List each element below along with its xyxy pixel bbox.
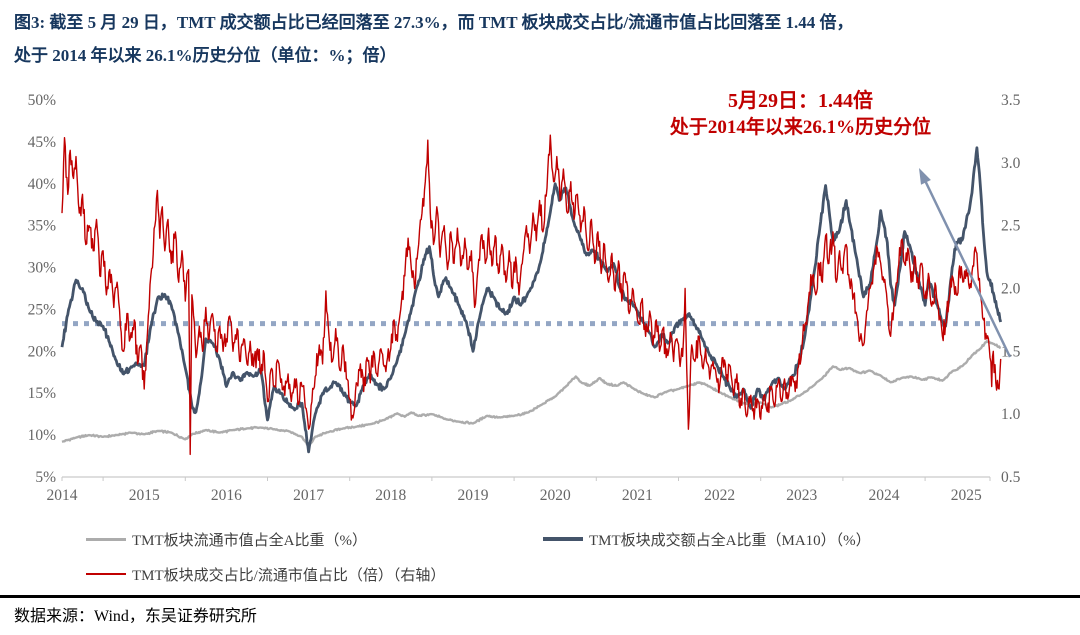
x-tick-label: 2017 [293,487,324,504]
left-tick-label: 50% [28,92,57,109]
x-tick-label: 2023 [786,487,817,504]
right-tick-label: 1.0 [1001,406,1021,423]
chart-legend: TMT板块流通市值占全A比重（%） TMT板块成交额占全A比重（MA10）（%）… [0,524,1080,592]
x-tick-label: 2024 [869,487,900,504]
legend-line-gray [86,537,126,541]
x-tick-label: 2015 [129,487,160,504]
trend-arrow-head [919,168,931,185]
legend-item-marketcap-share: TMT板块流通市值占全A比重（%） [86,528,367,550]
left-tick-label: 5% [35,469,56,486]
right-tick-label: 3.5 [1001,92,1021,109]
left-tick-label: 45% [28,134,57,151]
trend-arrow-line [922,176,1012,358]
legend-item-turnover-share: TMT板块成交额占全A比重（MA10）（%） [543,528,871,550]
x-tick-label: 2020 [540,487,571,504]
left-tick-label: 10% [28,427,57,444]
figure-title-line-2: 处于 2014 年以来 26.1%历史分位（单位：%；倍） [14,46,397,65]
right-tick-label: 3.0 [1001,155,1021,172]
figure-title: 图3: 截至 5 月 29 日，TMT 成交额占比已经回落至 27.3%，而 T… [14,6,1070,72]
x-tick-label: 2021 [622,487,653,504]
left-tick-label: 35% [28,218,57,235]
right-tick-label: 2.5 [1001,218,1021,235]
x-tick-label: 2014 [47,487,78,504]
annotation-percentile: 处于2014年以来26.1%历史分位 [669,117,932,138]
x-tick-label: 2022 [704,487,735,504]
annotation-value: 5月29日：1.44倍 [728,90,873,112]
left-tick-label: 30% [28,260,57,277]
x-tick-label: 2025 [951,487,982,504]
legend-line-navy [543,537,583,541]
x-tick-label: 2016 [211,487,242,504]
right-tick-label: 0.5 [1001,469,1021,486]
left-tick-label: 20% [28,343,57,360]
legend-item-ratio: TMT板块成交占比/流通市值占比（倍）（右轴） [86,563,445,585]
x-tick-label: 2019 [458,487,489,504]
series-line-turnover-share [60,146,1003,454]
series-line-ratio [61,134,1002,456]
legend-label: TMT板块成交额占全A比重（MA10）（%） [589,532,871,549]
x-tick-label: 2018 [375,487,406,504]
legend-label: TMT板块成交占比/流通市值占比（倍）（右轴） [132,567,446,584]
left-tick-label: 15% [28,385,57,402]
series-line-marketcap-share [61,340,1002,448]
legend-label: TMT板块流通市值占全A比重（%） [132,532,367,549]
figure-title-line-1: 图3: 截至 5 月 29 日，TMT 成交额占比已经回落至 27.3%，而 T… [14,13,854,32]
left-tick-label: 40% [28,176,57,193]
chart-annotation: 5月29日：1.44倍 处于2014年以来26.1%历史分位 [628,88,973,142]
legend-line-red [86,573,126,575]
right-tick-label: 2.0 [1001,281,1021,298]
left-tick-label: 25% [28,301,57,318]
data-source: 数据来源：Wind，东吴证券研究所 [14,608,257,625]
footer-divider [0,595,1080,598]
